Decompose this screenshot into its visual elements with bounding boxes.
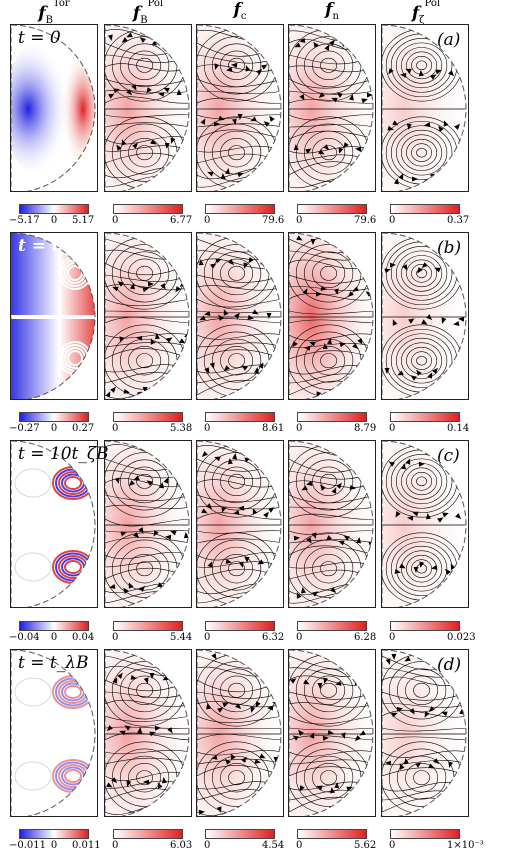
header-toroidal-field: fBTor — [38, 0, 70, 27]
colorbar-min-poloidal-field-row-3: 0 — [112, 632, 119, 643]
panel-vorticity-row-1 — [381, 24, 469, 192]
colorbar-max-neutral-flux-row-3: 6.28 — [354, 632, 377, 643]
colorbar-toroidal-field-row-3 — [19, 621, 89, 631]
colorbar-min-charged-flux-row-2: 0 — [204, 423, 211, 434]
panel-charged-flux-row-1 — [196, 24, 284, 192]
time-label-row-3: t = 10t_ζB — [18, 444, 109, 464]
panel-neutral-flux-row-3 — [288, 440, 376, 608]
colorbar-max-toroidal-field-row-1: 5.17 — [72, 215, 95, 226]
colorbar-max-vorticity-row-4: 1×10⁻³ — [447, 840, 484, 851]
colorbar-min-toroidal-field-row-4: −0.011 — [9, 840, 47, 851]
colorbar-max-toroidal-field-row-2: 0.27 — [72, 423, 95, 434]
colorbar-max-charged-flux-row-4: 4.54 — [262, 840, 285, 851]
colorbar-neutral-flux-row-3 — [297, 621, 367, 631]
colorbar-min-vorticity-row-4: 0 — [389, 840, 396, 851]
colorbar-min-charged-flux-row-4: 0 — [204, 840, 211, 851]
colorbar-poloidal-field-row-2 — [113, 412, 183, 422]
colorbar-charged-flux-row-1 — [205, 204, 275, 214]
header-vorticity-poloidal: fζPol — [411, 0, 441, 27]
panel-vorticity-row-4 — [381, 649, 469, 817]
colorbar-charged-flux-row-3 — [205, 621, 275, 631]
colorbar-charged-flux-row-2 — [205, 412, 275, 422]
colorbar-vorticity-row-4 — [390, 829, 460, 839]
colorbar-max-charged-flux-row-2: 8.61 — [262, 423, 285, 434]
colorbar-toroidal-field-row-1 — [19, 204, 89, 214]
panel-toroidal-field-row-3 — [10, 440, 98, 608]
colorbar-poloidal-field-row-3 — [113, 621, 183, 631]
header-poloidal-field: fBPol — [132, 0, 164, 27]
colorbar-max-vorticity-row-2: 0.14 — [447, 423, 470, 434]
colorbar-min-poloidal-field-row-4: 0 — [112, 840, 119, 851]
colorbar-max-toroidal-field-row-3: 0.04 — [72, 632, 95, 643]
colorbar-mid-toroidal-field-row-1: 0 — [50, 215, 58, 226]
colorbar-min-toroidal-field-row-2: −0.27 — [9, 423, 40, 434]
colorbar-neutral-flux-row-1 — [297, 204, 367, 214]
colorbar-max-neutral-flux-row-2: 8.79 — [354, 423, 377, 434]
colorbar-vorticity-row-1 — [390, 204, 460, 214]
panel-charged-flux-row-4 — [196, 649, 284, 817]
colorbar-min-vorticity-row-3: 0 — [389, 632, 396, 643]
time-label-row-4: t = t_λB — [18, 653, 89, 673]
colorbar-min-charged-flux-row-1: 0 — [204, 215, 211, 226]
header-charged-flux: fc — [233, 0, 247, 23]
colorbar-min-neutral-flux-row-1: 0 — [296, 215, 303, 226]
panel-toroidal-field-row-2 — [10, 232, 98, 400]
panel-toroidal-field-row-4 — [10, 649, 98, 817]
colorbar-max-vorticity-row-3: 0.023 — [447, 632, 476, 643]
colorbar-max-poloidal-field-row-1: 6.77 — [170, 215, 193, 226]
panel-poloidal-field-row-1 — [104, 24, 192, 192]
colorbar-vorticity-row-3 — [390, 621, 460, 631]
colorbar-max-charged-flux-row-1: 79.6 — [262, 215, 285, 226]
panel-neutral-flux-row-4 — [288, 649, 376, 817]
colorbar-neutral-flux-row-4 — [297, 829, 367, 839]
colorbar-max-neutral-flux-row-1: 79.6 — [354, 215, 377, 226]
panel-toroidal-field-row-1 — [10, 24, 98, 192]
colorbar-min-poloidal-field-row-2: 0 — [112, 423, 119, 434]
panel-tag-row-4: (d) — [437, 655, 462, 675]
colorbar-max-poloidal-field-row-4: 6.03 — [170, 840, 193, 851]
panel-poloidal-field-row-4 — [104, 649, 192, 817]
colorbar-min-poloidal-field-row-1: 0 — [112, 215, 119, 226]
colorbar-min-charged-flux-row-3: 0 — [204, 632, 211, 643]
colorbar-mid-toroidal-field-row-3: 0 — [50, 632, 58, 643]
colorbar-toroidal-field-row-4 — [19, 829, 89, 839]
panel-neutral-flux-row-2 — [288, 232, 376, 400]
colorbar-min-vorticity-row-2: 0 — [389, 423, 396, 434]
panel-tag-row-3: (c) — [437, 446, 460, 466]
colorbar-max-poloidal-field-row-2: 5.38 — [170, 423, 193, 434]
colorbar-min-neutral-flux-row-3: 0 — [296, 632, 303, 643]
colorbar-poloidal-field-row-1 — [113, 204, 183, 214]
panel-tag-row-2: (b) — [437, 238, 462, 258]
colorbar-neutral-flux-row-2 — [297, 412, 367, 422]
colorbar-vorticity-row-2 — [390, 412, 460, 422]
colorbar-min-toroidal-field-row-3: −0.04 — [9, 632, 40, 643]
colorbar-min-vorticity-row-1: 0 — [389, 215, 396, 226]
colorbar-max-poloidal-field-row-3: 5.44 — [170, 632, 193, 643]
colorbar-max-vorticity-row-1: 0.37 — [447, 215, 470, 226]
colorbar-poloidal-field-row-4 — [113, 829, 183, 839]
colorbar-min-neutral-flux-row-2: 0 — [296, 423, 303, 434]
panel-tag-row-1: (a) — [437, 30, 461, 50]
panel-poloidal-field-row-2 — [104, 232, 192, 400]
panel-charged-flux-row-2 — [196, 232, 284, 400]
colorbar-max-neutral-flux-row-4: 5.62 — [354, 840, 377, 851]
colorbar-mid-toroidal-field-row-4: 0 — [50, 840, 58, 851]
colorbar-min-neutral-flux-row-4: 0 — [296, 840, 303, 851]
header-neutral-flux: fn — [325, 0, 339, 23]
colorbar-charged-flux-row-4 — [205, 829, 275, 839]
panel-vorticity-row-2 — [381, 232, 469, 400]
colorbar-mid-toroidal-field-row-2: 0 — [50, 423, 58, 434]
panel-vorticity-row-3 — [381, 440, 469, 608]
colorbar-max-charged-flux-row-3: 6.32 — [262, 632, 285, 643]
panel-poloidal-field-row-3 — [104, 440, 192, 608]
colorbar-max-toroidal-field-row-4: 0.011 — [72, 840, 101, 851]
time-label-row-1: t = 0 — [18, 28, 61, 48]
colorbar-min-toroidal-field-row-1: −5.17 — [9, 215, 40, 226]
colorbar-toroidal-field-row-2 — [19, 412, 89, 422]
panel-charged-flux-row-3 — [196, 440, 284, 608]
panel-neutral-flux-row-1 — [288, 24, 376, 192]
time-label-row-2: t = t_ζB — [18, 236, 93, 256]
